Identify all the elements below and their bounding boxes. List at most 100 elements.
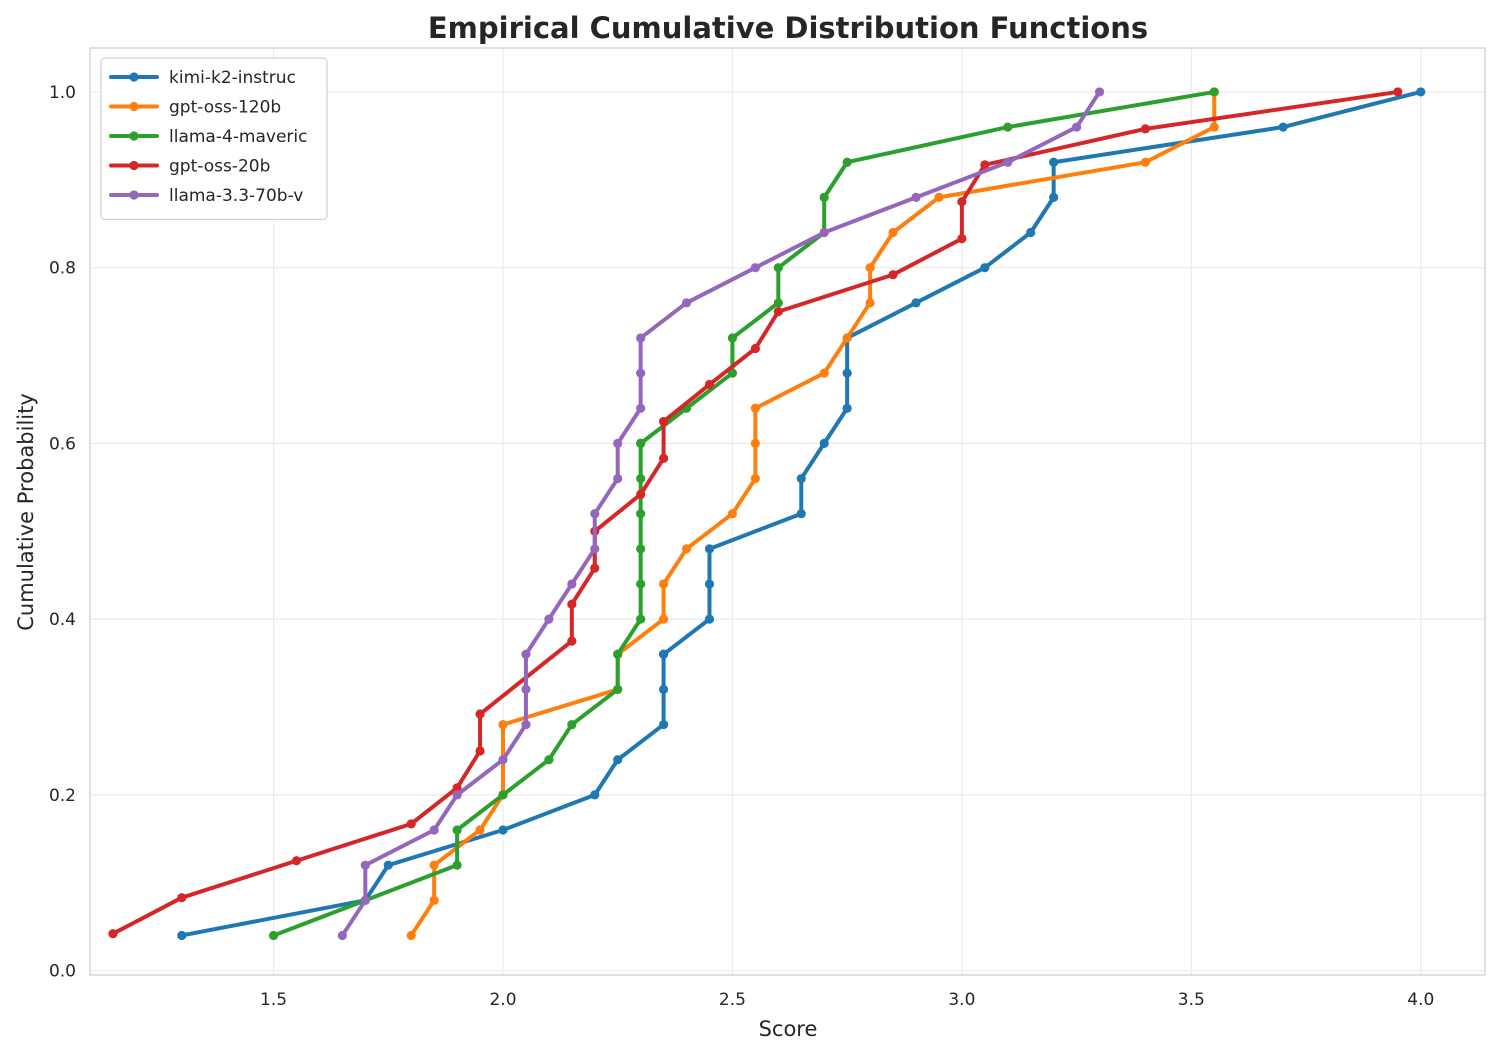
data-point [452,783,462,793]
series-kimi-k2-instruc [177,87,1426,941]
legend-swatch-marker [129,72,139,82]
y-tick-label: 0.0 [49,962,76,982]
data-point [796,509,806,519]
data-point [613,438,623,448]
data-point [819,227,829,238]
series-layer [108,87,1426,941]
data-point [957,197,967,207]
data-point [498,719,508,730]
data-point [475,746,485,756]
data-point [1278,122,1288,132]
y-axis-label: Cumulative Probability [14,393,38,631]
legend-label: llama-4-maveric [169,127,307,147]
data-point [659,614,669,624]
data-point [842,403,852,413]
x-tick-label: 1.5 [260,990,287,1010]
data-point [452,860,462,870]
x-tick-label: 2.5 [719,990,746,1010]
data-point [613,473,623,484]
data-point [704,544,715,554]
data-point [498,825,508,835]
x-axis-ticks: 1.5 2.0 2.5 3.0 3.5 4.0 [260,990,1434,1010]
chart-title: Empirical Cumulative Distribution Functi… [428,11,1148,45]
data-point [452,790,462,800]
data-point [911,298,921,308]
series-line [409,89,1217,938]
data-point [429,825,439,835]
data-point [1072,122,1082,132]
data-point [636,614,646,624]
data-point [773,263,783,273]
legend-box [100,57,328,221]
data-point [888,270,898,280]
data-point [1026,227,1036,238]
data-point [268,930,279,941]
data-point [613,684,623,695]
data-point [636,438,646,448]
data-point [659,579,669,589]
data-point [429,895,439,905]
data-point [590,563,600,573]
data-point [842,333,852,343]
data-point [750,403,760,413]
y-tick-label: 0.4 [49,610,76,630]
data-point [1003,122,1013,132]
data-point [934,192,944,202]
data-point [681,298,692,308]
data-point [498,790,508,800]
data-point [1094,87,1105,97]
data-point [521,649,531,659]
y-axis-ticks: 0.0 0.2 0.4 0.6 0.8 1.0 [49,83,76,982]
data-point [727,509,738,519]
legend-swatch-marker [129,131,139,141]
data-point [337,930,347,941]
series-gpt-oss-20b [108,87,1403,939]
data-point [659,416,669,427]
data-point [567,719,577,730]
data-point [613,755,623,765]
legend-label: gpt-oss-120b [169,98,281,118]
legend-entry: gpt-oss-120b [109,98,281,118]
data-point [636,579,646,589]
data-point [659,649,669,659]
data-point [567,579,577,589]
plot-frame [89,47,1486,976]
legend-entry: llama-4-maveric [109,127,307,147]
data-point [1140,157,1151,167]
data-point [704,614,715,624]
data-point [636,473,646,484]
data-point [177,930,187,941]
data-point [659,719,669,730]
legend-entry: gpt-oss-20b [109,157,270,177]
data-point [1209,122,1219,132]
data-point [911,192,921,202]
data-point [1049,157,1059,167]
data-point [590,544,600,554]
data-point [452,825,462,835]
data-point [108,929,118,939]
data-point [383,860,393,870]
data-point [957,234,967,244]
data-point [291,856,302,866]
data-point [567,636,577,646]
data-point [750,473,760,484]
data-point [980,263,990,273]
data-point [888,227,898,238]
data-point [406,930,416,941]
data-point [475,709,485,719]
legend-label: kimi-k2-instruc [169,68,296,88]
data-point [773,298,783,308]
data-point [819,192,829,202]
data-point [636,333,646,343]
data-point [865,263,875,273]
data-point [865,298,875,308]
data-point [544,755,554,765]
data-point [613,649,623,659]
y-tick-label: 0.8 [49,259,76,279]
data-point [659,453,669,463]
legend-entry: kimi-k2-instruc [109,68,296,88]
data-point [1416,87,1426,97]
data-point [1393,87,1403,97]
x-tick-label: 4.0 [1407,990,1434,1010]
